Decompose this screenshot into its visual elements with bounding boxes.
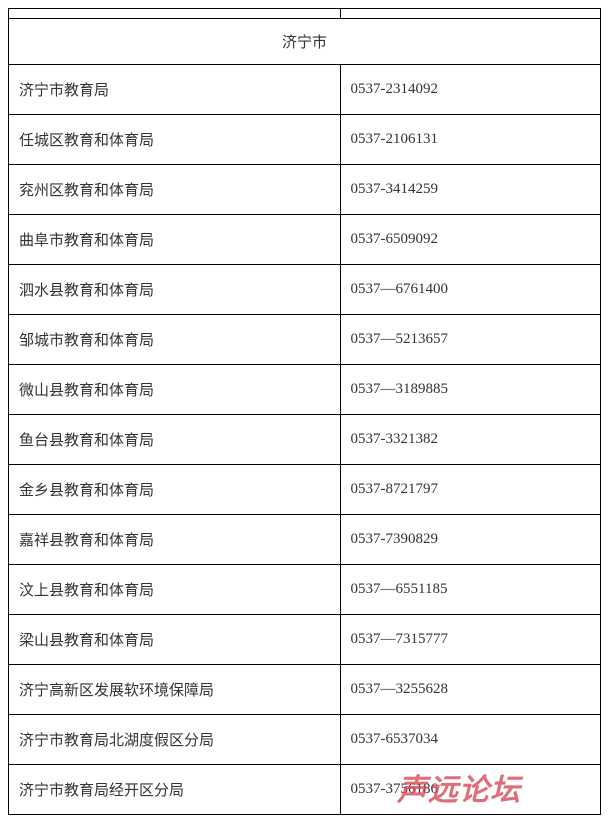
empty-cell [9, 9, 341, 19]
bureau-name: 微山县教育和体育局 [9, 365, 341, 415]
bureau-name: 泗水县教育和体育局 [9, 265, 341, 315]
bureau-phone: 0537-3414259 [340, 165, 600, 215]
table-row: 汶上县教育和体育局 0537—6551185 [9, 565, 601, 615]
table-body: 济宁市 济宁市教育局 0537-2314092 任城区教育和体育局 0537-2… [9, 9, 601, 815]
bureau-name: 邹城市教育和体育局 [9, 315, 341, 365]
table-row: 微山县教育和体育局 0537—3189885 [9, 365, 601, 415]
table-row: 兖州区教育和体育局 0537-3414259 [9, 165, 601, 215]
bureau-phone: 0537-2106131 [340, 115, 600, 165]
bureau-name: 汶上县教育和体育局 [9, 565, 341, 615]
bureau-name: 梁山县教育和体育局 [9, 615, 341, 665]
table-row: 济宁市教育局北湖度假区分局 0537-6537034 [9, 715, 601, 765]
top-empty-row [9, 9, 601, 19]
city-title: 济宁市 [9, 19, 601, 65]
bureau-phone: 0537-7390829 [340, 515, 600, 565]
bureau-name: 曲阜市教育和体育局 [9, 215, 341, 265]
bureau-name: 济宁市教育局北湖度假区分局 [9, 715, 341, 765]
bureau-phone: 0537—3189885 [340, 365, 600, 415]
bureau-phone: 0537-6537034 [340, 715, 600, 765]
bureau-name: 济宁市教育局经开区分局 [9, 765, 341, 815]
table-container: 济宁市 济宁市教育局 0537-2314092 任城区教育和体育局 0537-2… [8, 8, 601, 815]
table-row: 嘉祥县教育和体育局 0537-7390829 [9, 515, 601, 565]
table-row: 邹城市教育和体育局 0537—5213657 [9, 315, 601, 365]
bureau-phone: 0537-3321382 [340, 415, 600, 465]
bureau-phone: 0537—6761400 [340, 265, 600, 315]
table-row: 泗水县教育和体育局 0537—6761400 [9, 265, 601, 315]
bureau-phone: 0537-6509092 [340, 215, 600, 265]
bureau-phone: 0537—7315777 [340, 615, 600, 665]
table-row: 鱼台县教育和体育局 0537-3321382 [9, 415, 601, 465]
bureau-name: 鱼台县教育和体育局 [9, 415, 341, 465]
bureau-name: 金乡县教育和体育局 [9, 465, 341, 515]
bureau-phone: 0537—5213657 [340, 315, 600, 365]
bureau-phone: 0537—6551185 [340, 565, 600, 615]
table-row: 曲阜市教育和体育局 0537-6509092 [9, 215, 601, 265]
bureau-name: 任城区教育和体育局 [9, 115, 341, 165]
bureau-name: 济宁市教育局 [9, 65, 341, 115]
bureau-phone: 0537-8721797 [340, 465, 600, 515]
table-row: 济宁高新区发展软环境保障局 0537—3255628 [9, 665, 601, 715]
education-bureau-table: 济宁市 济宁市教育局 0537-2314092 任城区教育和体育局 0537-2… [8, 8, 601, 815]
bureau-phone: 0537—3255628 [340, 665, 600, 715]
bureau-name: 嘉祥县教育和体育局 [9, 515, 341, 565]
table-row: 任城区教育和体育局 0537-2106131 [9, 115, 601, 165]
table-row: 梁山县教育和体育局 0537—7315777 [9, 615, 601, 665]
bureau-phone: 0537-3756186 [340, 765, 600, 815]
bureau-name: 兖州区教育和体育局 [9, 165, 341, 215]
header-row: 济宁市 [9, 19, 601, 65]
table-row: 济宁市教育局 0537-2314092 [9, 65, 601, 115]
bureau-phone: 0537-2314092 [340, 65, 600, 115]
bureau-name: 济宁高新区发展软环境保障局 [9, 665, 341, 715]
table-row: 济宁市教育局经开区分局 0537-3756186 [9, 765, 601, 815]
table-row: 金乡县教育和体育局 0537-8721797 [9, 465, 601, 515]
empty-cell [340, 9, 600, 19]
